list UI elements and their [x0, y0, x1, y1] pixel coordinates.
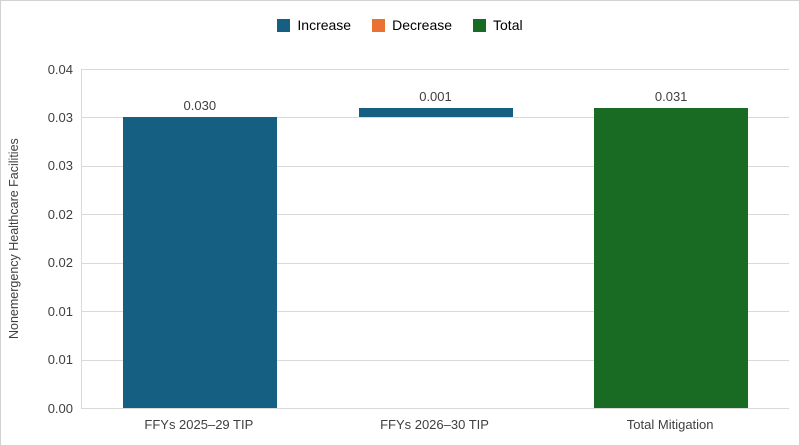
y-axis-tick-label: 0.03: [47, 158, 73, 174]
gridline: [82, 165, 789, 167]
y-axis-tick-label: 0.01: [47, 352, 73, 368]
gridline: [82, 117, 789, 119]
gridline: [82, 262, 789, 264]
y-axis-tick-label: 0.01: [47, 303, 73, 319]
x-axis-category-label: FFYs 2026–30 TIP: [380, 417, 489, 432]
bar-data-label: 0.030: [183, 98, 217, 114]
legend-item-total: Total: [473, 18, 523, 32]
bar-increase: [122, 117, 277, 408]
y-axis-tick-label: 0.02: [47, 255, 73, 271]
bar-data-label: 0.001: [419, 88, 452, 104]
legend-item-decrease: Decrease: [372, 18, 452, 32]
legend-label-increase: Increase: [297, 17, 352, 33]
y-axis-tick-label: 0.02: [47, 206, 73, 222]
legend-swatch-total-icon: [473, 18, 487, 32]
x-axis-category-label: FFYs 2025–29 TIP: [144, 417, 254, 432]
gridline: [82, 311, 789, 313]
legend-item-increase: Increase: [277, 18, 351, 32]
y-axis-tick-label: 0.04: [47, 61, 73, 77]
gridline: [82, 359, 789, 361]
y-axis-tick-label: 0.03: [47, 109, 73, 125]
gridline: [82, 214, 789, 216]
bar-data-label: 0.031: [654, 88, 688, 104]
x-axis-category-label: Total Mitigation: [626, 417, 714, 432]
gridline: [82, 69, 789, 70]
chart-legend: Increase Decrease Total: [1, 18, 799, 32]
y-axis-tick-label: 0.00: [47, 400, 73, 416]
bar-increase: [358, 107, 513, 118]
legend-swatch-decrease-icon: [372, 18, 386, 32]
legend-swatch-increase-icon: [277, 18, 291, 32]
legend-label-decrease: Decrease: [392, 17, 453, 33]
legend-label-total: Total: [493, 17, 523, 33]
plot-area: 0.030 0.001 0.031: [81, 69, 789, 409]
bar-total: [594, 107, 749, 408]
